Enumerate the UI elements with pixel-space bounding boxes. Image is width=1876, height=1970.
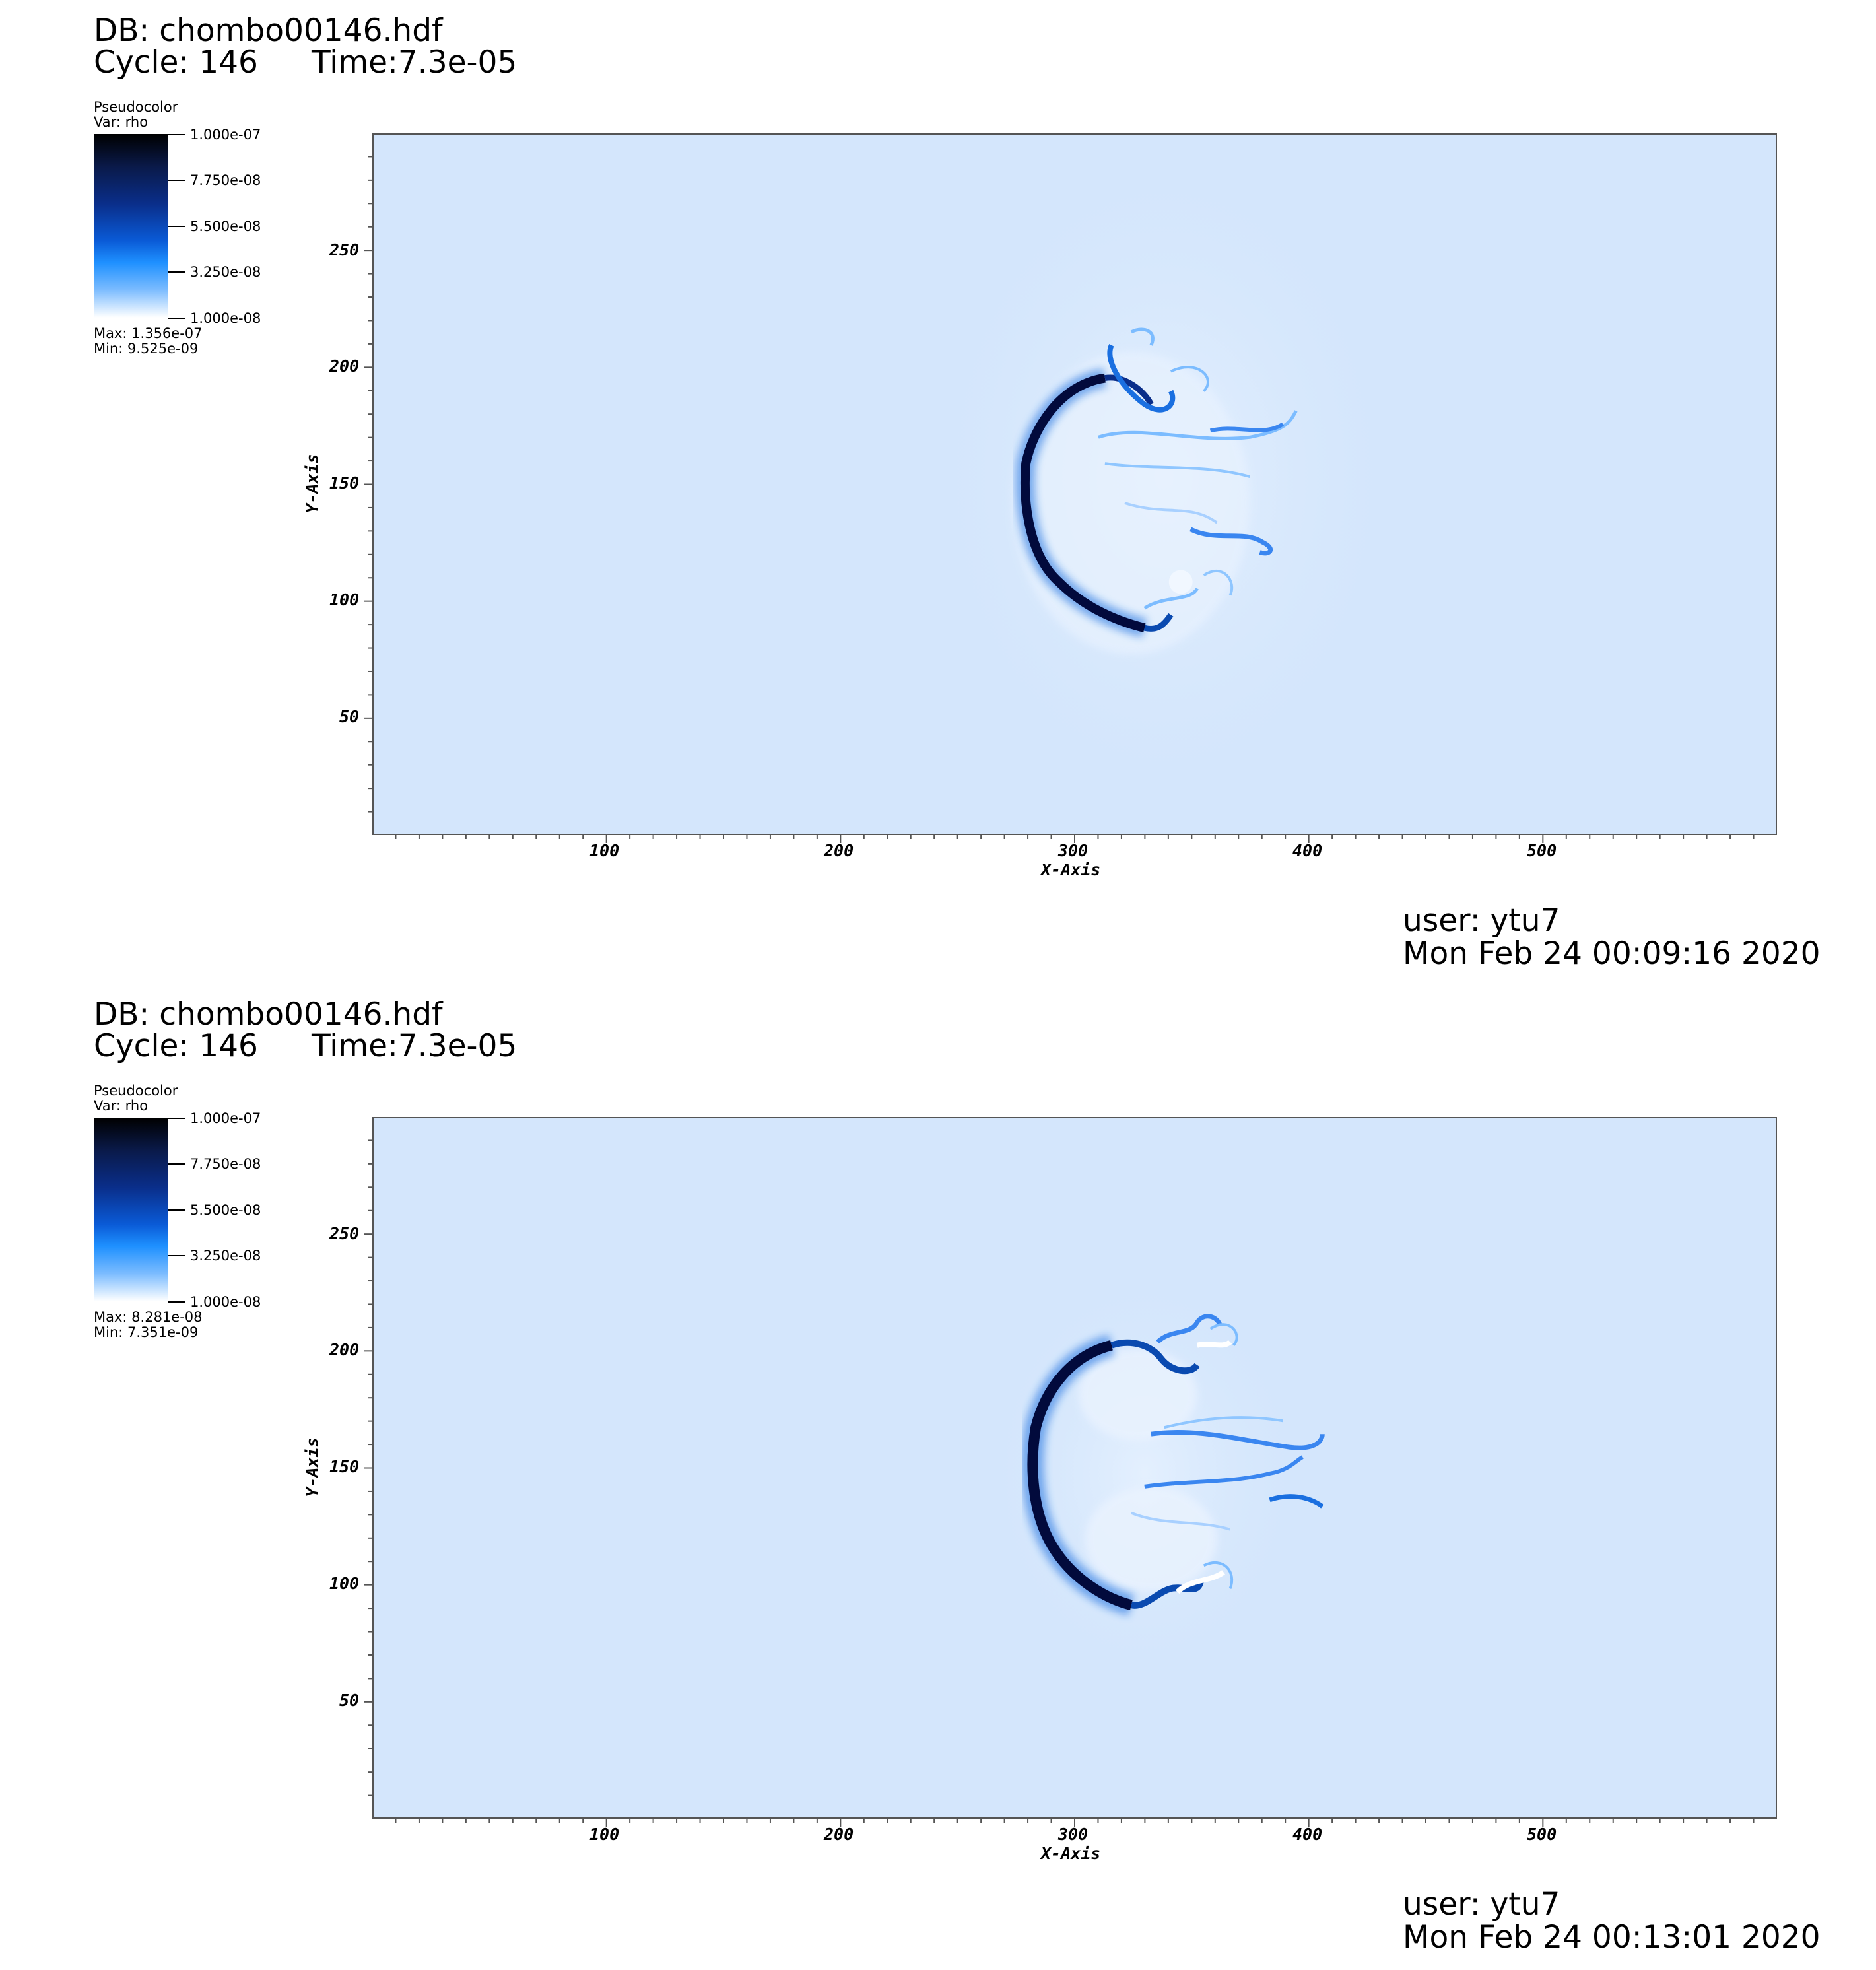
colorbar-label: 7.750e-08 [190, 1156, 261, 1172]
user-label: user: ytu7 [1403, 1886, 1560, 1922]
colorbar-tick [168, 1209, 185, 1211]
y-tick-label: 200 [329, 1340, 360, 1359]
colorbar-tick [168, 1301, 185, 1303]
x-tick-label: 400 [1292, 841, 1323, 860]
density-field [374, 135, 1776, 834]
x-tick-label: 400 [1292, 1825, 1323, 1844]
y-tick-label: 200 [329, 357, 360, 376]
legend-title: Pseudocolor [94, 99, 178, 115]
y-tick-label: 150 [329, 473, 360, 493]
colorbar-label: 3.250e-08 [190, 264, 261, 280]
colorbar-tick [168, 318, 185, 319]
y-axis-title: Y-Axis [302, 1437, 322, 1497]
y-tick-label: 150 [329, 1457, 360, 1476]
x-tick-label: 100 [589, 841, 620, 860]
plot-panel-2: DB: chombo00146.hdf Cycle: 146 Time:7.3e… [0, 984, 1876, 1967]
colorbar [94, 1118, 168, 1301]
x-tick-label: 500 [1527, 841, 1557, 860]
colorbar-tick [168, 1255, 185, 1256]
legend-max: Max: 1.356e-07 [94, 325, 203, 341]
colorbar-label: 5.500e-08 [190, 1202, 261, 1218]
legend-var: Var: rho [94, 1098, 149, 1114]
x-axis-title: X-Axis [1041, 860, 1101, 879]
user-label: user: ytu7 [1403, 902, 1560, 939]
density-field [374, 1118, 1776, 1817]
colorbar-tick [168, 226, 185, 227]
y-tick-label: 100 [329, 1574, 360, 1593]
legend-var: Var: rho [94, 114, 149, 130]
colorbar-tick [168, 271, 185, 273]
colorbar-tick [168, 1118, 185, 1119]
legend-max: Max: 8.281e-08 [94, 1309, 203, 1325]
legend-min: Min: 7.351e-09 [94, 1324, 199, 1340]
colorbar-label: 3.250e-08 [190, 1248, 261, 1264]
x-axis-title: X-Axis [1041, 1844, 1101, 1863]
x-tick-label: 200 [824, 1825, 854, 1844]
colorbar-label: 1.000e-08 [190, 1294, 261, 1310]
plot-panel-1: DB: chombo00146.hdf Cycle: 146 Time:7.3e… [0, 0, 1876, 984]
y-tick-label: 250 [329, 240, 360, 259]
x-tick-label: 200 [824, 841, 854, 860]
y-tick-label: 250 [329, 1224, 360, 1243]
colorbar-tick [168, 134, 185, 135]
legend-min: Min: 9.525e-09 [94, 341, 199, 357]
x-tick-label: 300 [1058, 841, 1089, 860]
time-label: Time:7.3e-05 [312, 1028, 518, 1064]
y-tick-label: 100 [329, 590, 360, 609]
plot-area [372, 1117, 1777, 1819]
db-title: DB: chombo00146.hdf [94, 996, 443, 1033]
legend-title: Pseudocolor [94, 1083, 178, 1099]
date-label: Mon Feb 24 00:09:16 2020 [1403, 935, 1821, 972]
plot-area [372, 133, 1777, 835]
colorbar-label: 1.000e-07 [190, 1110, 261, 1126]
cycle-label: Cycle: 146 [94, 1028, 258, 1064]
y-tick-label: 50 [339, 707, 360, 726]
date-label: Mon Feb 24 00:13:01 2020 [1403, 1919, 1821, 1955]
colorbar [94, 134, 168, 318]
y-axis-title: Y-Axis [302, 454, 322, 514]
x-tick-label: 500 [1527, 1825, 1557, 1844]
colorbar-tick [168, 1163, 185, 1165]
x-tick-label: 300 [1058, 1825, 1089, 1844]
cycle-label: Cycle: 146 [94, 44, 258, 81]
time-label: Time:7.3e-05 [312, 44, 518, 81]
colorbar-tick [168, 180, 185, 181]
db-title: DB: chombo00146.hdf [94, 13, 443, 49]
colorbar-label: 5.500e-08 [190, 219, 261, 234]
colorbar-label: 1.000e-08 [190, 310, 261, 326]
x-tick-label: 100 [589, 1825, 620, 1844]
y-tick-label: 50 [339, 1691, 360, 1710]
colorbar-label: 1.000e-07 [190, 127, 261, 143]
colorbar-label: 7.750e-08 [190, 172, 261, 188]
